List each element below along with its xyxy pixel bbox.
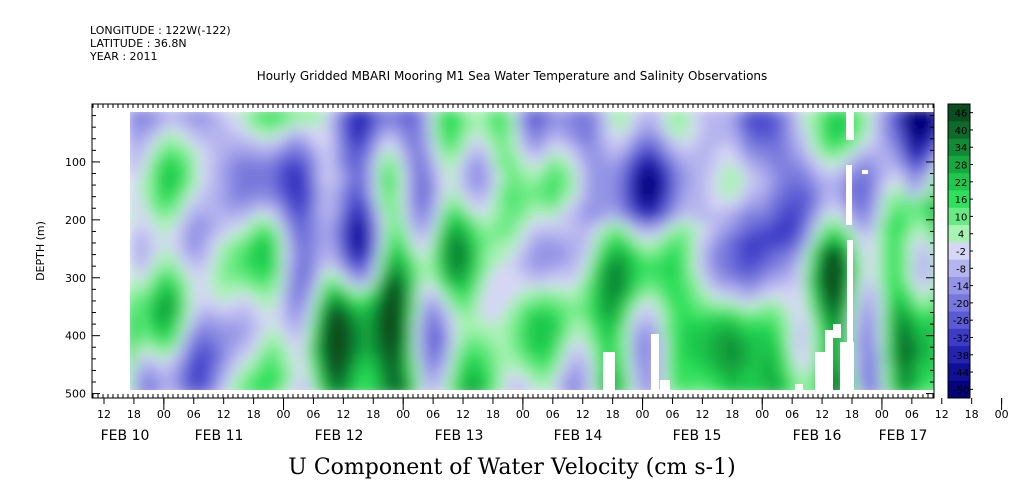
- x-tick-label: 18: [486, 408, 500, 421]
- x-tick-label: 00: [516, 408, 530, 421]
- colorbar-segment: [948, 311, 970, 330]
- x-tick-label: 06: [306, 408, 320, 421]
- colorbar-segment: [948, 276, 970, 295]
- heatmap-field: [130, 112, 934, 390]
- x-tick-label: 00: [157, 408, 171, 421]
- colorbar-segment: [948, 121, 970, 140]
- colorbar-tick-label: -14: [953, 282, 969, 293]
- colorbar-tick-label: 34: [955, 143, 968, 154]
- x-tick-label: 12: [97, 408, 111, 421]
- x-tick-label: 18: [127, 408, 141, 421]
- colorbar-tick-label: 46: [955, 109, 968, 120]
- x-day-label: FEB 13: [435, 428, 484, 444]
- x-tick-label: 12: [217, 408, 231, 421]
- colorbar-tick-label: -26: [953, 316, 969, 327]
- x-day-label: FEB 11: [195, 428, 244, 444]
- x-day-label: FEB 16: [793, 428, 842, 444]
- y-tick-label: 300: [65, 272, 86, 285]
- colorbar-tick-label: 10: [955, 212, 968, 223]
- x-tick-label: 06: [187, 408, 201, 421]
- x-day-label: FEB 10: [101, 428, 150, 444]
- colorbar-segment: [948, 104, 970, 122]
- x-tick-label: 06: [785, 408, 799, 421]
- year-label: YEAR : 2011: [89, 50, 158, 63]
- x-tick-label: 12: [336, 408, 350, 421]
- x-tick-label: 18: [247, 408, 261, 421]
- longitude-label: LONGITUDE : 122W(-122): [90, 24, 231, 37]
- x-tick-label: 18: [366, 408, 380, 421]
- x-tick-label: 06: [905, 408, 919, 421]
- colorbar-segment: [948, 173, 970, 191]
- colorbar-segment: [948, 190, 970, 209]
- colorbar-tick-label: 16: [955, 195, 968, 206]
- colorbar-segment: [948, 328, 970, 347]
- colorbar-tick-label: -32: [953, 333, 969, 344]
- x-tick-label: 00: [396, 408, 410, 421]
- x-tick-label: 12: [815, 408, 829, 421]
- x-day-label: FEB 15: [673, 428, 722, 444]
- colorbar-segment: [948, 363, 970, 382]
- x-tick-label: 12: [576, 408, 590, 421]
- x-tick-label: 00: [875, 408, 889, 421]
- colorbar-segment: [948, 138, 970, 157]
- x-axis-ticks: 12 18 00 06 12 18 00 06 12 18 00 06 12 18 00 06 12 18 00 06…: [92, 104, 1009, 444]
- chart-title: Hourly Gridded MBARI Mooring M1 Sea Wate…: [257, 69, 768, 83]
- colorbar-segment: [948, 380, 970, 399]
- x-tick-label: 00: [277, 408, 291, 421]
- colorbar-tick-label: -50: [953, 385, 969, 396]
- colorbar-segment: [948, 207, 970, 226]
- y-axis-label: DEPTH (m): [34, 221, 47, 281]
- colorbar-tick-label: -44: [953, 368, 969, 379]
- y-axis-ticks: 100 200 300 400 500: [65, 103, 934, 401]
- colorbar-segment: [948, 294, 970, 313]
- x-tick-label: 06: [426, 408, 440, 421]
- x-tick-label: 18: [845, 408, 859, 421]
- x-tick-label: 12: [456, 408, 470, 421]
- x-tick-label: 00: [755, 408, 769, 421]
- bottom-label: U Component of Water Velocity (cm s-1): [288, 455, 735, 480]
- colorbar-tick-label: -8: [956, 264, 966, 275]
- x-day-label: FEB 17: [879, 428, 928, 444]
- x-tick-label: 00: [995, 408, 1009, 421]
- colorbar-tick-label: 4: [958, 230, 964, 241]
- colorbar-segment: [948, 155, 970, 174]
- colorbar-segment: [948, 259, 970, 278]
- x-tick-label: 12: [695, 408, 709, 421]
- x-tick-label: 18: [965, 408, 979, 421]
- x-tick-label: 18: [725, 408, 739, 421]
- colorbar-segment: [948, 242, 970, 261]
- colorbar-tick-label: 40: [955, 126, 968, 137]
- colorbar-segment: [948, 346, 970, 364]
- colorbar-tick-label: 22: [955, 178, 968, 189]
- y-tick-label: 400: [65, 330, 86, 343]
- x-tick-label: 06: [665, 408, 679, 421]
- x-tick-label: 06: [546, 408, 560, 421]
- colorbar-segment: [948, 225, 970, 243]
- colorbar-tick-label: -2: [956, 247, 966, 258]
- colorbar-tick-label: -20: [953, 299, 969, 310]
- x-day-label: FEB 14: [554, 428, 603, 444]
- latitude-label: LATITUDE : 36.8N: [90, 37, 187, 50]
- x-tick-label: 12: [935, 408, 949, 421]
- y-tick-label: 200: [65, 214, 86, 227]
- y-tick-label: 500: [65, 388, 86, 401]
- y-tick-label: 100: [65, 156, 86, 169]
- colorbar-tick-label: -38: [953, 351, 969, 362]
- colorbar: 46 40 34 28 22 16 10 4 -2 -8 -14 -20 -26 -32 -38 -44 -50: [947, 103, 973, 399]
- colorbar-tick-label: 28: [955, 161, 968, 172]
- x-day-label: FEB 12: [315, 428, 364, 444]
- x-tick-label: 18: [606, 408, 620, 421]
- x-tick-label: 00: [636, 408, 650, 421]
